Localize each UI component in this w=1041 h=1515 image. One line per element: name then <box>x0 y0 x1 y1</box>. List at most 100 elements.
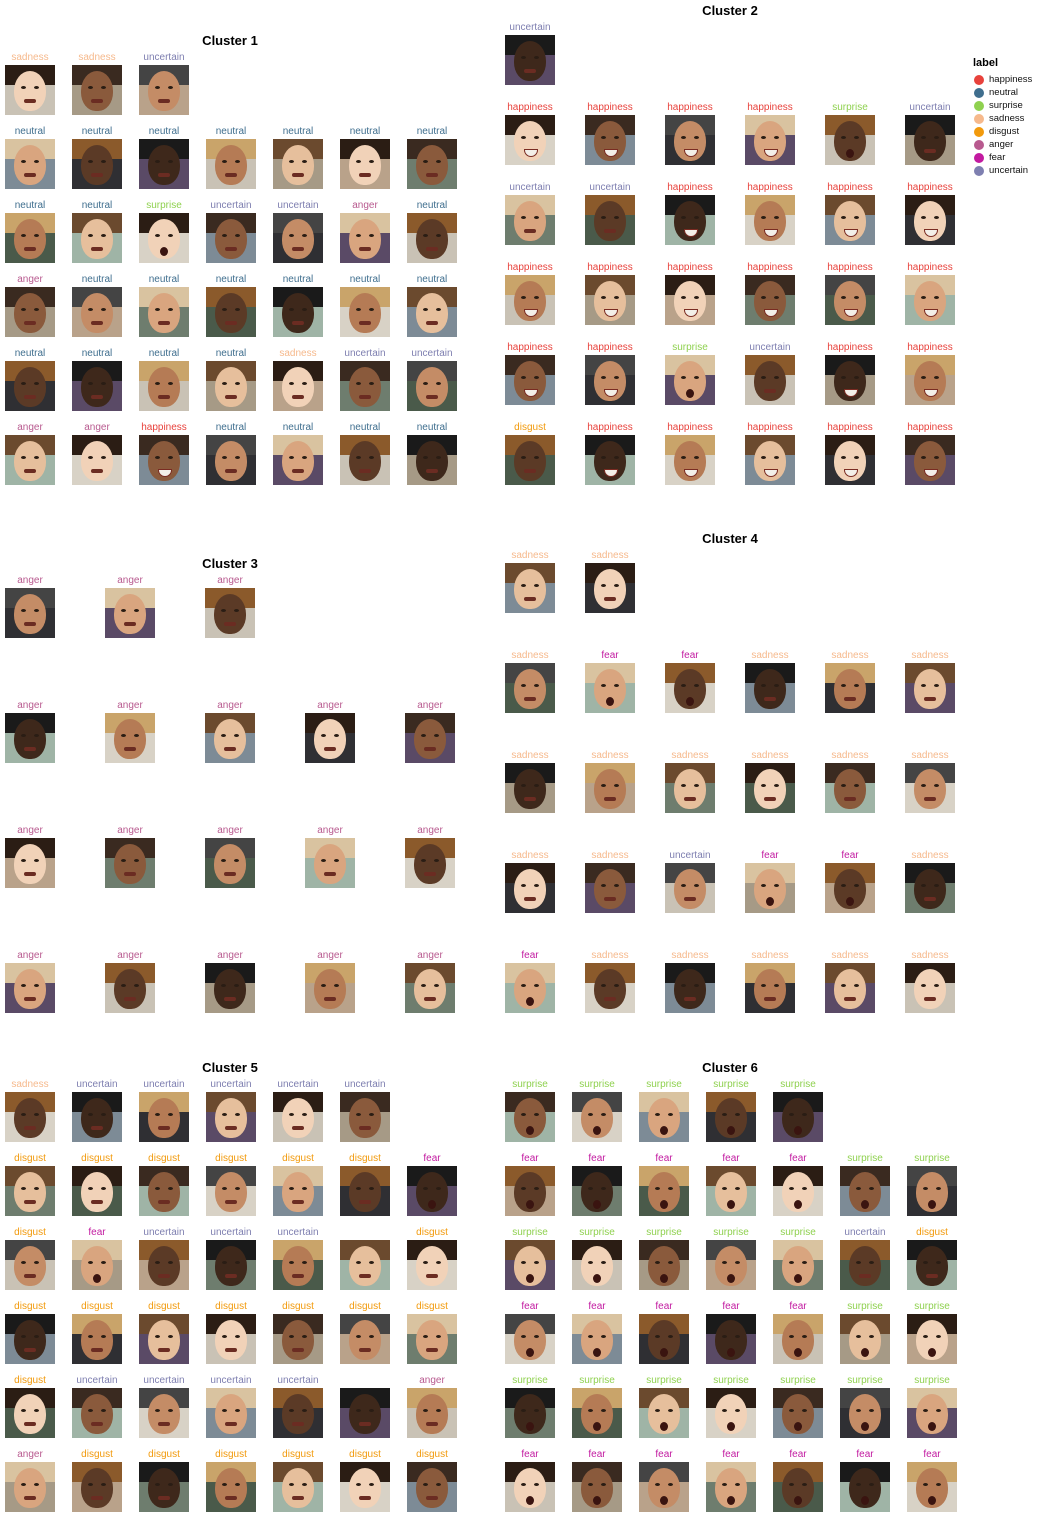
face-photo <box>139 435 189 485</box>
face-photo <box>706 1240 756 1290</box>
face-thumbnail: neutral <box>72 200 122 263</box>
face-thumbnail: sadness <box>745 650 795 713</box>
cluster-title: Cluster 1 <box>202 33 258 48</box>
face-photo <box>639 1166 689 1216</box>
face-photo <box>407 1388 457 1438</box>
face-photo <box>340 1388 390 1438</box>
face-thumbnail: fear <box>639 1153 689 1216</box>
face-thumbnail: anger <box>5 700 55 763</box>
face-photo <box>405 963 455 1013</box>
face-thumbnail: disgust <box>5 1375 55 1438</box>
face-thumbnail: uncertain <box>206 200 256 263</box>
face-photo <box>505 863 555 913</box>
face-thumbnail: uncertain <box>72 1079 122 1142</box>
emotion-label: fear <box>88 1227 106 1238</box>
emotion-label: surprise <box>672 342 708 353</box>
emotion-label <box>330 1227 400 1238</box>
emotion-label: anger <box>17 700 43 711</box>
emotion-label: disgust <box>416 1449 448 1460</box>
face-photo <box>665 355 715 405</box>
face-photo <box>825 115 875 165</box>
face-thumbnail: sadness <box>585 850 635 913</box>
emotion-label: surprise <box>847 1375 883 1386</box>
face-photo <box>572 1240 622 1290</box>
face-photo <box>206 361 256 411</box>
emotion-label: happiness <box>507 262 553 273</box>
face-photo <box>5 588 55 638</box>
face-photo <box>639 1388 689 1438</box>
face-thumbnail: anger <box>305 825 355 888</box>
face-photo <box>585 355 635 405</box>
legend-swatch-icon <box>974 152 984 163</box>
emotion-label: surprise <box>646 1079 682 1090</box>
emotion-label: happiness <box>587 262 633 273</box>
face-photo <box>72 139 122 189</box>
emotion-label: fear <box>601 650 619 661</box>
face-photo <box>825 863 875 913</box>
face-photo <box>907 1240 957 1290</box>
emotion-label: uncertain <box>143 1227 185 1238</box>
face-thumbnail: surprise <box>907 1153 957 1216</box>
emotion-label: neutral <box>215 126 247 137</box>
legend-swatch-icon <box>974 165 984 176</box>
face-thumbnail: disgust <box>206 1153 256 1216</box>
face-photo <box>905 863 955 913</box>
face-thumbnail: neutral <box>206 348 256 411</box>
face-photo <box>639 1240 689 1290</box>
face-photo <box>206 1462 256 1512</box>
face-thumbnail: uncertain <box>840 1227 890 1290</box>
emotion-label: fear <box>521 950 539 961</box>
face-photo <box>273 1166 323 1216</box>
emotion-label: neutral <box>148 126 180 137</box>
face-thumbnail: uncertain <box>139 52 189 115</box>
face-thumbnail <box>340 1375 390 1438</box>
legend-swatch-icon <box>974 113 984 124</box>
emotion-label: fear <box>789 1301 807 1312</box>
face-photo <box>585 763 635 813</box>
face-thumbnail: uncertain <box>139 1079 189 1142</box>
emotion-label: anger <box>84 422 110 433</box>
face-thumbnail: surprise <box>139 200 189 263</box>
face-thumbnail: neutral <box>273 274 323 337</box>
face-thumbnail: anger <box>205 575 255 638</box>
emotion-label: surprise <box>832 102 868 113</box>
face-thumbnail: happiness <box>905 422 955 485</box>
emotion-label: anger <box>217 825 243 836</box>
emotion-label: anger <box>17 1449 43 1460</box>
face-photo <box>72 1092 122 1142</box>
face-thumbnail: sadness <box>905 650 955 713</box>
face-thumbnail: surprise <box>572 1227 622 1290</box>
face-thumbnail: sadness <box>585 950 635 1013</box>
face-thumbnail: surprise <box>773 1079 823 1142</box>
legend-item-label: neutral <box>989 87 1019 98</box>
face-photo <box>139 361 189 411</box>
emotion-label: uncertain <box>344 1079 386 1090</box>
emotion-label: disgust <box>14 1153 46 1164</box>
emotion-label: fear <box>681 650 699 661</box>
face-photo <box>139 1166 189 1216</box>
emotion-label: surprise <box>914 1301 950 1312</box>
face-thumbnail: surprise <box>706 1079 756 1142</box>
emotion-label: fear <box>722 1153 740 1164</box>
face-thumbnail: neutral <box>206 126 256 189</box>
face-photo <box>340 1314 390 1364</box>
face-photo <box>205 838 255 888</box>
face-thumbnail: disgust <box>273 1153 323 1216</box>
face-photo <box>585 963 635 1013</box>
emotion-label: surprise <box>780 1375 816 1386</box>
face-photo <box>5 838 55 888</box>
face-photo <box>72 213 122 263</box>
emotion-label: happiness <box>587 102 633 113</box>
emotion-label: disgust <box>215 1449 247 1460</box>
face-thumbnail: sadness <box>825 650 875 713</box>
face-thumbnail: fear <box>572 1153 622 1216</box>
legend-title: label <box>973 57 999 69</box>
face-photo <box>407 213 457 263</box>
emotion-label: disgust <box>81 1153 113 1164</box>
emotion-label: anger <box>117 575 143 586</box>
face-thumbnail: surprise <box>505 1227 555 1290</box>
cluster-title: Cluster 5 <box>202 1060 258 1075</box>
face-photo <box>205 963 255 1013</box>
face-thumbnail: uncertain <box>505 182 555 245</box>
emotion-label: uncertain <box>509 182 551 193</box>
